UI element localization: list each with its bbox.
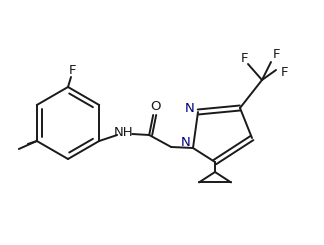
Text: F: F (240, 51, 248, 64)
Text: N: N (185, 102, 195, 115)
Text: NH: NH (113, 126, 133, 139)
Text: F: F (69, 64, 77, 77)
Text: F: F (280, 65, 288, 78)
Text: N: N (181, 136, 191, 149)
Text: F: F (272, 49, 280, 61)
Text: O: O (150, 99, 160, 112)
